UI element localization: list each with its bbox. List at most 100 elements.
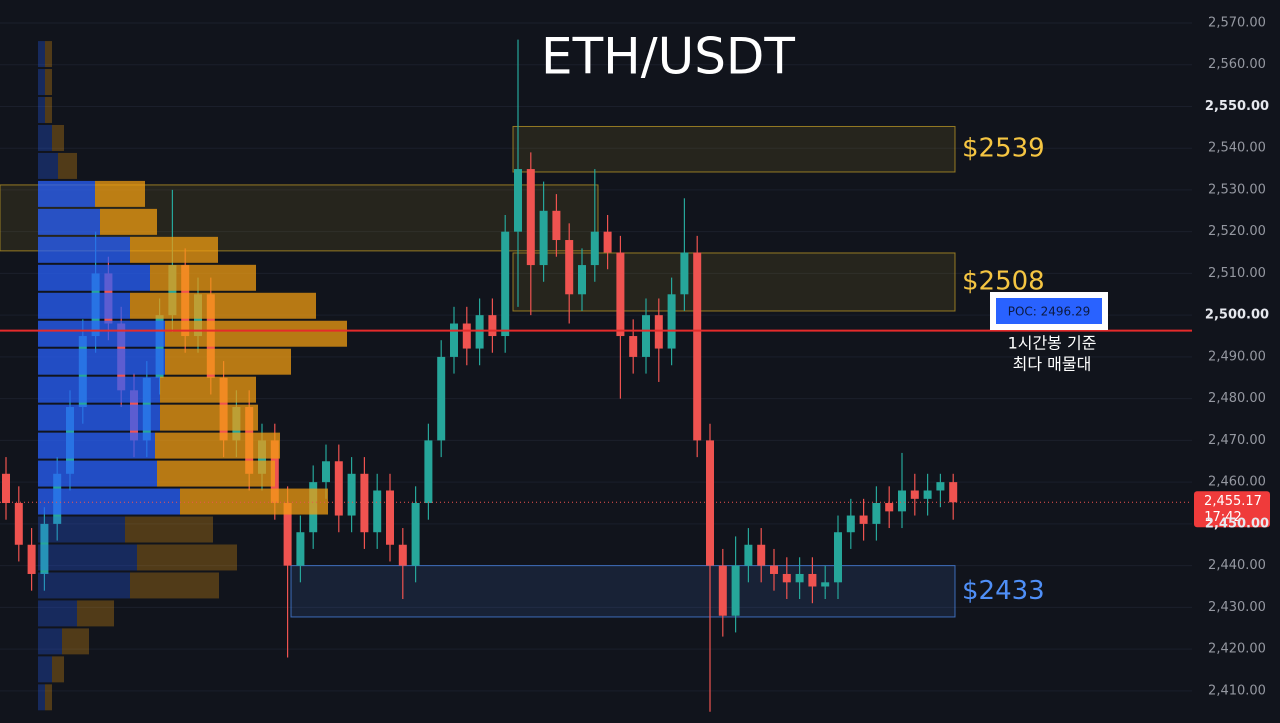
y-tick-label: 2,450.00 <box>1205 516 1269 531</box>
y-tick-label: 2,510.00 <box>1208 266 1266 281</box>
candle-body <box>514 169 522 232</box>
last-price-box <box>1194 491 1270 528</box>
profile-sell <box>45 41 52 68</box>
profile-sell <box>100 208 157 235</box>
y-tick-label: 2,470.00 <box>1208 433 1266 448</box>
candle-body <box>629 336 638 357</box>
poc-note: 1시간봉 기준 <box>1008 334 1097 353</box>
profile-buy <box>38 348 165 375</box>
profile-sell <box>165 348 291 375</box>
candle-body <box>923 490 932 499</box>
candle-body <box>744 544 753 566</box>
profile-buy <box>38 656 52 683</box>
y-tick-label: 2,460.00 <box>1208 475 1266 490</box>
candle-body <box>616 252 625 337</box>
poc-label: POC: 2496.29 <box>1008 305 1091 319</box>
profile-buy <box>38 488 180 515</box>
profile-buy <box>38 124 52 151</box>
candle-body <box>322 461 330 483</box>
poc-box-inner <box>996 298 1102 324</box>
candle-body <box>373 490 382 533</box>
profile-sell <box>52 124 64 151</box>
last-price-time: 17:42 <box>1204 510 1241 525</box>
profile-buy <box>38 69 45 96</box>
profile-sell <box>62 628 89 655</box>
profile-sell <box>137 544 237 571</box>
profile-sell <box>95 180 145 207</box>
profile-buy <box>38 684 45 711</box>
zone <box>512 252 956 312</box>
y-tick-label: 2,560.00 <box>1208 57 1266 72</box>
candle-body <box>14 503 23 545</box>
profile-sell <box>52 656 64 683</box>
candle-body <box>667 294 676 349</box>
candle-body <box>795 573 804 583</box>
candle-body <box>808 573 817 587</box>
y-tick-label: 2,540.00 <box>1208 141 1266 156</box>
y-tick-label: 2,480.00 <box>1208 391 1266 406</box>
y-tick-label: 2,520.00 <box>1208 224 1266 239</box>
volume-profile <box>38 41 347 711</box>
profile-sell <box>45 97 52 123</box>
candle-body <box>757 544 766 566</box>
candle-body <box>437 356 446 441</box>
profile-buy <box>38 572 130 599</box>
y-tick-label: 2,490.00 <box>1208 349 1266 364</box>
y-tick-label: 2,530.00 <box>1208 182 1266 197</box>
candle-body <box>654 315 663 349</box>
profile-sell <box>157 460 275 487</box>
profile-sell <box>160 404 258 431</box>
profile-sell <box>130 236 218 263</box>
candle-body <box>731 565 740 616</box>
candle-body <box>283 503 292 566</box>
profile-buy <box>38 292 130 319</box>
candle-body <box>296 532 305 566</box>
profile-sell <box>130 292 316 319</box>
poc-note: 최다 매물대 <box>1013 355 1092 374</box>
candle-body <box>360 473 369 533</box>
candle-body <box>821 582 830 587</box>
profile-buy <box>38 236 130 263</box>
candle-body <box>526 169 535 266</box>
y-tick-label: 2,440.00 <box>1208 558 1266 573</box>
candle-body <box>565 240 574 295</box>
candle-body <box>347 473 356 516</box>
profile-buy <box>38 264 150 291</box>
candle-body <box>834 532 842 583</box>
y-tick-label: 2,430.00 <box>1208 600 1266 615</box>
profile-buy <box>38 97 45 123</box>
last-price-label: 2,455.17 <box>1204 494 1262 509</box>
y-tick-label: 2,570.00 <box>1208 15 1266 30</box>
candle-body <box>501 231 510 337</box>
profile-buy <box>38 460 157 487</box>
profile-buy <box>38 432 155 459</box>
profile-sell <box>45 684 52 711</box>
profile-sell <box>180 488 328 515</box>
candle-body <box>885 503 894 512</box>
candle-body <box>462 323 471 349</box>
profile-buy <box>38 516 125 543</box>
candle-body <box>872 503 881 524</box>
profile-sell <box>130 572 219 599</box>
candle-body <box>334 461 343 516</box>
candle-body <box>949 482 958 503</box>
profile-buy <box>38 404 160 431</box>
candle-body <box>578 265 586 295</box>
candle-body <box>488 315 497 337</box>
zone-label: $2508 <box>962 266 1045 296</box>
y-tick-label: 2,410.00 <box>1208 683 1266 698</box>
y-tick-label: 2,550.00 <box>1205 99 1269 114</box>
profile-buy <box>38 320 165 347</box>
candle-body <box>552 210 561 241</box>
candle-body <box>475 315 484 349</box>
profile-sell <box>160 376 256 403</box>
candle-body <box>782 573 791 583</box>
profile-sell <box>77 600 114 627</box>
candle-body <box>846 515 855 533</box>
profile-buy <box>38 152 58 179</box>
candle-body <box>424 440 433 504</box>
candle-body <box>693 252 702 441</box>
profile-buy <box>38 600 77 627</box>
